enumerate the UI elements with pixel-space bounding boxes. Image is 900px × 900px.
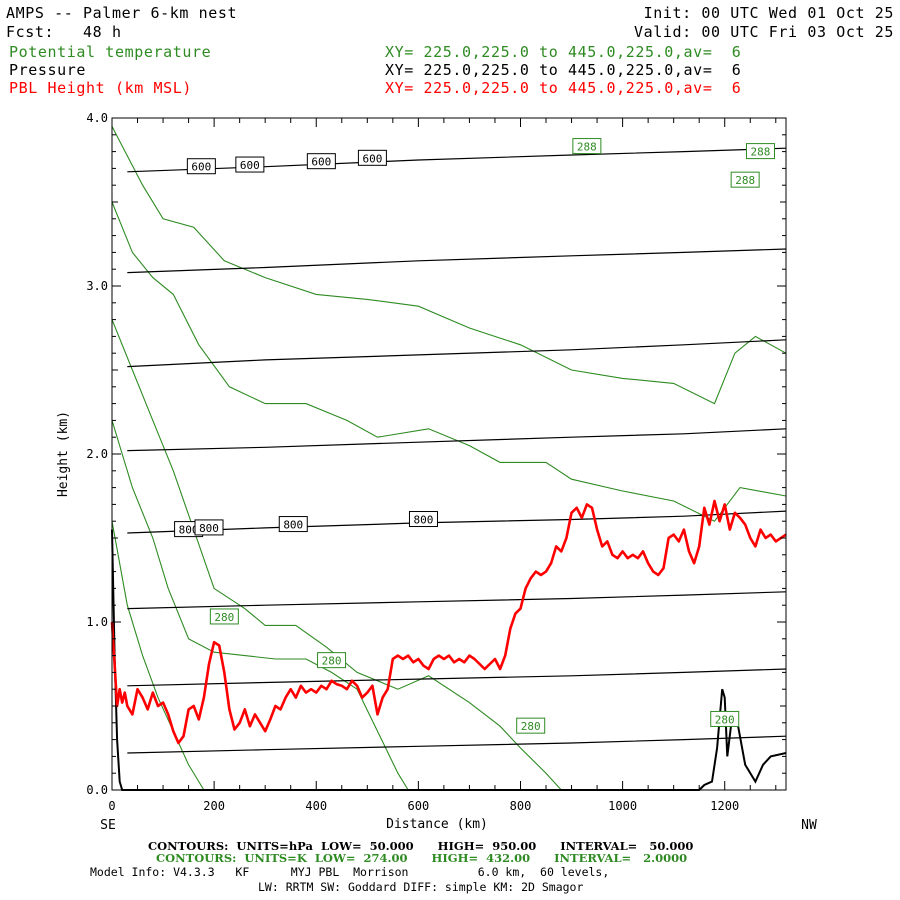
isobar-label-5-group: 800 (194, 519, 224, 536)
isentrope-label-0-group: 280 (209, 608, 239, 625)
isentrope-label-3-group: 280 (710, 710, 740, 727)
y-tick-label: 2.0 (86, 447, 108, 461)
theta-contour-info: CONTOURS: UNITS=K LOW= 274.00 HIGH= 432.… (156, 851, 688, 865)
theta-isentrope-4 (111, 521, 205, 791)
isentrope-label-6: 288 (751, 146, 771, 159)
theta-isentrope-1 (111, 201, 787, 522)
isobar-650 (127, 248, 787, 274)
x-tick-label: 400 (305, 799, 327, 813)
x-tick-label: 600 (408, 799, 430, 813)
y-tick-label: 1.0 (86, 615, 108, 629)
isobar-label-0-box (186, 158, 216, 175)
y-tick-label: 3.0 (86, 279, 108, 293)
isobar-label-6: 800 (283, 519, 303, 532)
x-tick-label: 0 (108, 799, 115, 813)
isobar-850 (127, 591, 787, 610)
x-axis-label: Distance (km) (386, 817, 488, 832)
init-time: Init: 00 UTC Wed 01 Oct 25 (643, 4, 894, 22)
isobar-label-6-box (278, 516, 308, 533)
pressure-field-label: Pressure (9, 61, 87, 79)
se-end-label: SE (100, 818, 116, 833)
isobar-label-7-group: 800 (408, 511, 438, 528)
isobar-label-6-group: 800 (278, 516, 308, 533)
chart-title: AMPS -- Palmer 6-km nest (6, 4, 238, 22)
isentrope-label-6-box (745, 143, 775, 160)
x-tick-label: 200 (203, 799, 225, 813)
pressure-cross-section-xy: XY= 225.0,225.0 to 445.0,225.0,av= 6 (385, 61, 742, 79)
isobar-label-2-box (306, 153, 336, 170)
theta-isentrope-0 (111, 126, 787, 405)
x-tick-label: 800 (510, 799, 532, 813)
isobar-600 (127, 147, 787, 173)
isobar-label-5: 800 (199, 522, 219, 535)
isobar-950 (127, 735, 787, 754)
isentrope-label-0-box (209, 608, 239, 625)
forecast-hour: Fcst: 48 h (6, 23, 122, 41)
isobar-750 (127, 428, 787, 452)
isobar-label-3-group: 600 (357, 149, 387, 166)
isobar-label-3-box (357, 149, 387, 166)
isentrope-label-1-box (317, 652, 347, 669)
isentrope-label-5: 288 (735, 174, 755, 187)
isobar-900 (127, 668, 787, 687)
x-tick-label: 1000 (608, 799, 637, 813)
isentrope-label-2-group: 280 (516, 717, 546, 734)
isobar-label-1: 600 (240, 159, 260, 172)
isentrope-label-6-group: 288 (745, 143, 775, 160)
isobar-label-5-box (194, 519, 224, 536)
isentrope-label-5-group: 288 (730, 171, 760, 188)
theta-isentrope-3 (111, 420, 409, 791)
isobar-700 (127, 339, 787, 368)
pbl-field-label: PBL Height (km MSL) (9, 79, 192, 97)
isobar-label-1-group: 600 (235, 156, 265, 173)
theta-isentrope-2 (111, 319, 562, 791)
isentrope-label-1-group: 280 (317, 652, 347, 669)
isentrope-label-2-box (516, 717, 546, 734)
theta-cross-section-xy: XY= 225.0,225.0 to 445.0,225.0,av= 6 (385, 43, 742, 61)
isobar-label-2-group: 600 (306, 153, 336, 170)
isentrope-label-1: 280 (322, 655, 342, 668)
pbl-height-line (110, 499, 787, 745)
isobar-label-2: 600 (311, 156, 331, 169)
y-axis-label: Height (km) (56, 411, 71, 497)
isentrope-label-5-box (730, 171, 760, 188)
isobar-800 (127, 510, 787, 534)
terrain-profile (111, 529, 787, 791)
nw-end-label: NW (801, 818, 817, 833)
isentrope-label-4-group: 288 (572, 138, 602, 155)
isentrope-label-2: 280 (521, 720, 541, 733)
theta-field-label: Potential temperature (9, 43, 212, 61)
isobar-label-7: 800 (414, 514, 434, 527)
isentrope-label-4-box (572, 138, 602, 155)
isentrope-label-3: 280 (715, 713, 735, 726)
pbl-cross-section-xy: XY= 225.0,225.0 to 445.0,225.0,av= 6 (385, 79, 742, 97)
x-tick-label: 1200 (710, 799, 739, 813)
isentrope-label-3-box (710, 710, 740, 727)
valid-time: Valid: 00 UTC Fri 03 Oct 25 (633, 23, 894, 41)
isobar-label-3: 600 (362, 152, 382, 165)
isobar-label-0-group: 600 (186, 158, 216, 175)
y-tick-label: 0.0 (86, 783, 108, 797)
isentrope-label-4: 288 (577, 141, 597, 154)
model-info-physics: LW: RRTM SW: Goddard DIFF: simple KM: 2D… (258, 880, 584, 894)
pressure-contour-info: CONTOURS: UNITS=hPa LOW= 50.000 HIGH= 95… (148, 839, 694, 853)
isobar-label-7-box (408, 511, 438, 528)
y-tick-label: 4.0 (86, 111, 108, 125)
isentrope-label-0: 280 (214, 611, 234, 624)
model-info: Model Info: V4.3.3 KF MYJ PBL Morrison 6… (90, 865, 610, 879)
isobar-label-0: 600 (191, 161, 211, 174)
isobar-label-4: 800 (179, 524, 199, 537)
isobar-label-1-box (235, 156, 265, 173)
